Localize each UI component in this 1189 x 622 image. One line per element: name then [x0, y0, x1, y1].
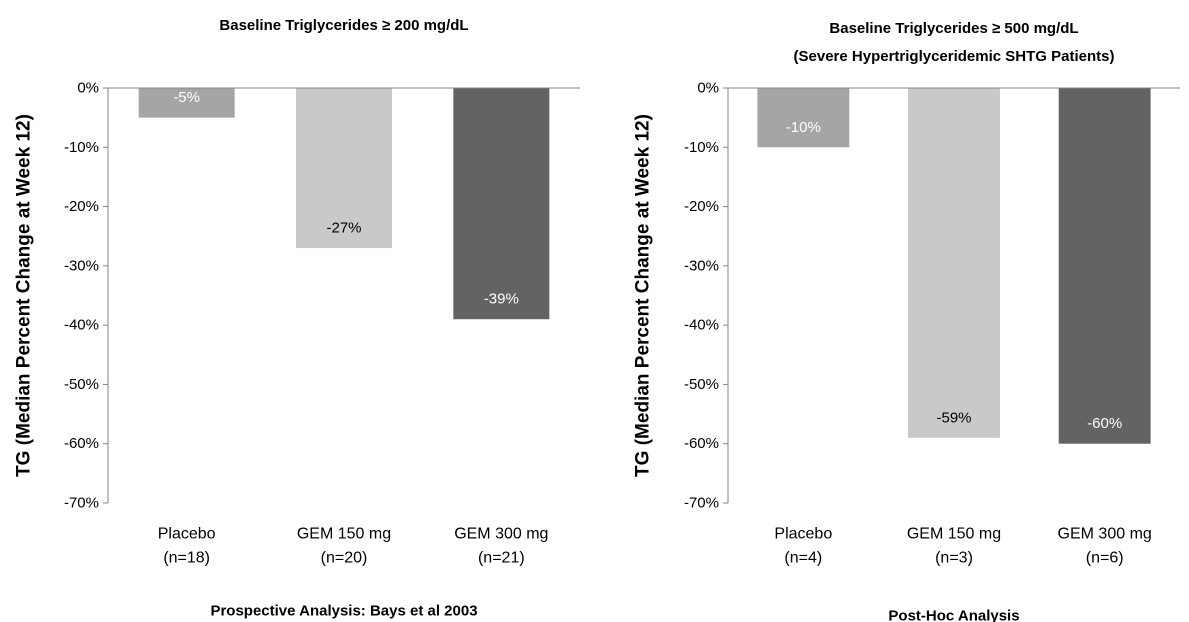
chart-1: Baseline Triglycerides ≥ 200 mg/dL TG (Me… [14, 17, 580, 620]
bar [908, 88, 1000, 438]
data-label: -39% [484, 291, 519, 308]
bar [138, 88, 235, 118]
y-tick-label: -30% [684, 257, 719, 274]
chart-2: Baseline Triglycerides ≥ 500 mg/dL (Sever… [633, 20, 1180, 622]
x-tick-label: GEM 150 mg [907, 526, 1001, 543]
x-axis-label: Prospective Analysis: Bays et al 2003 [210, 603, 477, 620]
x-tick-label: Placebo [774, 526, 832, 543]
y-tick-label: -40% [684, 317, 719, 334]
y-tick-label: -60% [684, 435, 719, 452]
data-label: -59% [936, 409, 971, 426]
y-tick-label: -10% [684, 139, 719, 156]
y-tick-label: -40% [64, 317, 99, 334]
x-tick-label: (n=18) [163, 550, 210, 567]
bar [1058, 88, 1151, 444]
y-tick-label: 0% [77, 80, 99, 97]
x-tick-label: GEM 150 mg [297, 526, 391, 543]
x-tick-label: Placebo [158, 526, 216, 543]
x-tick-label: (n=4) [784, 550, 822, 567]
data-label: -60% [1087, 415, 1122, 432]
bar [296, 88, 392, 249]
x-axis-label: Post-Hoc Analysis [888, 608, 1019, 622]
x-tick-label: (n=3) [935, 550, 973, 567]
data-label: -5% [173, 89, 200, 106]
y-tick-label: -70% [684, 495, 719, 512]
data-label: -10% [786, 119, 821, 136]
x-tick-label: (n=20) [321, 550, 368, 567]
chart-title: Baseline Triglycerides ≥ 200 mg/dL [219, 17, 468, 34]
x-tick-label: (n=21) [478, 550, 525, 567]
y-tick-label: -20% [64, 198, 99, 215]
y-tick-label: -10% [64, 139, 99, 156]
x-tick-label: GEM 300 mg [454, 526, 548, 543]
chart-title: (Severe Hypertriglyceridemic SHTG Patien… [794, 48, 1115, 65]
y-tick-label: -70% [64, 495, 99, 512]
y-tick-label: -50% [684, 376, 719, 393]
y-tick-label: -60% [64, 435, 99, 452]
bar [757, 88, 850, 148]
y-tick-label: -50% [64, 376, 99, 393]
y-tick-label: -30% [64, 257, 99, 274]
y-tick-label: 0% [697, 80, 719, 97]
data-label: -27% [326, 220, 361, 237]
y-tick-label: -20% [684, 198, 719, 215]
chart-title: Baseline Triglycerides ≥ 500 mg/dL [829, 20, 1078, 37]
y-axis-label: TG (Median Percent Change at Week 12) [633, 114, 654, 477]
x-tick-label: (n=6) [1086, 550, 1124, 567]
bar [453, 88, 550, 320]
x-tick-label: GEM 300 mg [1058, 526, 1152, 543]
y-axis-label: TG (Median Percent Change at Week 12) [14, 114, 35, 477]
